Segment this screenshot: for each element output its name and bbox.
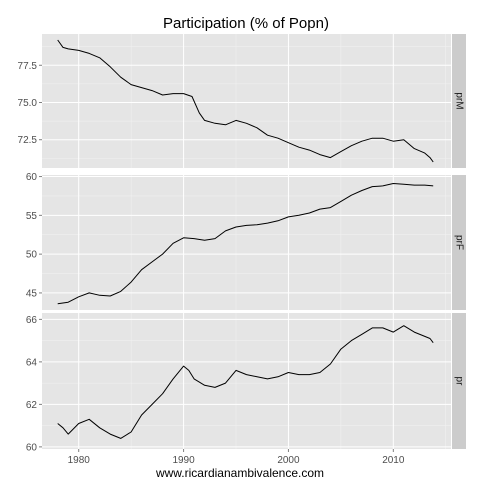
panel-background xyxy=(42,34,451,168)
y-tick-label: 50 xyxy=(26,250,38,261)
y-tick-label: 66 xyxy=(26,315,38,326)
chart-title: Participation (% of Popn) xyxy=(163,15,329,32)
y-tick-label: 62 xyxy=(26,400,38,411)
y-tick-label: 55 xyxy=(26,211,38,222)
facet-strip-label: prM xyxy=(454,92,465,109)
panel-prF: 45 50 55 60 prF xyxy=(26,172,466,310)
facet-strip-label: pr xyxy=(454,377,465,387)
facet-strip xyxy=(452,34,466,168)
facet-strip xyxy=(452,175,466,310)
panel-pr: 60 62 64 66 pr xyxy=(26,313,466,453)
y-tick-label: 60 xyxy=(26,172,38,183)
x-axis: 1980 1990 2000 2010 xyxy=(68,449,405,466)
facet-strip-label: prF xyxy=(454,235,465,250)
panel-prM: 72.5 75.0 77.5 prM xyxy=(18,34,466,168)
panels-group: 72.5 75.0 77.5 prM 45 50 55 60 prF 60 62 64 66 pr xyxy=(18,34,466,453)
series-line-prF xyxy=(57,183,434,305)
x-axis-label: www.ricardianambivalence.com xyxy=(155,466,324,480)
y-tick-label: 77.5 xyxy=(18,61,38,72)
y-tick-label: 64 xyxy=(26,357,38,368)
x-tick-label: 2000 xyxy=(277,455,300,466)
x-tick-label: 1980 xyxy=(68,455,91,466)
panel-background xyxy=(42,175,451,310)
series-line-pr xyxy=(57,325,434,439)
series-line-prM xyxy=(57,39,434,163)
y-tick-label: 72.5 xyxy=(18,135,38,146)
panel-background xyxy=(42,313,451,449)
y-tick-label: 60 xyxy=(26,442,38,453)
y-tick-label: 45 xyxy=(26,288,38,299)
y-tick-label: 75.0 xyxy=(18,98,38,109)
x-tick-label: 1990 xyxy=(172,455,195,466)
x-tick-label: 2010 xyxy=(382,455,405,466)
facet-strip xyxy=(452,313,466,449)
